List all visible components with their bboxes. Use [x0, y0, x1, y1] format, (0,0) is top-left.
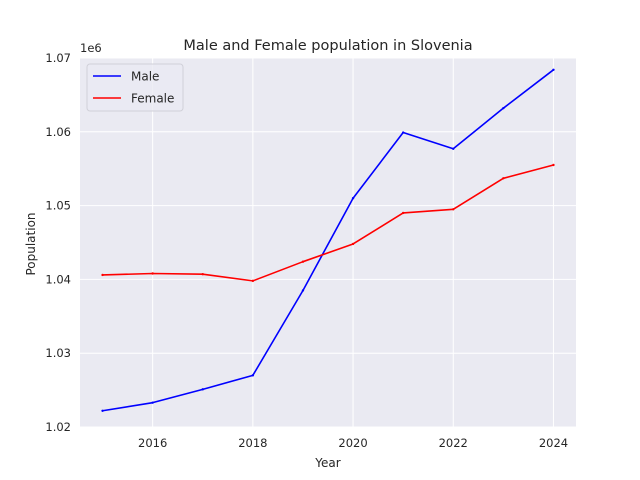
y-offset-label: 1e6 [80, 41, 102, 55]
legend-label-male: Male [131, 70, 159, 84]
data-point-female [351, 242, 355, 246]
data-point-female [301, 260, 305, 263]
series-line-female [102, 164, 554, 282]
y-axis-label: Population [24, 212, 38, 275]
series-line-male [102, 69, 554, 412]
data-point-male [502, 106, 505, 110]
legend: Male Female [86, 63, 184, 112]
data-point-female [101, 273, 104, 277]
tick-labels: 2016 2018 2020 2022 2024 1.02 1.03 1.04 1.05 1.06… [45, 51, 568, 450]
data-point-female [552, 163, 555, 167]
data-point-male [452, 147, 455, 150]
data-point-male [351, 197, 355, 200]
grid [80, 57, 576, 428]
data-point-female [401, 211, 405, 215]
x-tick-label: 2022 [439, 436, 468, 450]
y-tick-label: 1.04 [45, 272, 71, 286]
data-point-male [201, 388, 204, 391]
chart-title: Male and Female population in Slovenia [183, 38, 472, 54]
data-point-male [101, 409, 104, 412]
data-point-female [452, 208, 455, 211]
data-point-male [151, 401, 154, 404]
x-tick-label: 2024 [539, 436, 568, 450]
data-point-female [251, 279, 255, 283]
data-point-female [502, 177, 505, 180]
legend-label-female: Female [131, 92, 174, 106]
data-point-male [401, 131, 405, 134]
data-point-female [151, 272, 154, 275]
y-tick-label: 1.07 [45, 51, 71, 65]
y-tick-label: 1.03 [45, 346, 71, 360]
data-point-male [552, 68, 555, 72]
x-tick-label: 2016 [138, 436, 167, 450]
x-tick-label: 2020 [338, 436, 367, 450]
series-lines [101, 68, 555, 412]
x-axis-label: Year [314, 456, 340, 470]
data-point-female [201, 273, 204, 276]
y-tick-label: 1.06 [45, 125, 71, 139]
plot-area [80, 58, 576, 427]
x-tick-label: 2018 [238, 436, 267, 450]
data-point-male [301, 289, 305, 292]
y-tick-label: 1.02 [45, 420, 71, 434]
y-tick-label: 1.05 [45, 199, 71, 213]
data-point-male [251, 374, 255, 377]
